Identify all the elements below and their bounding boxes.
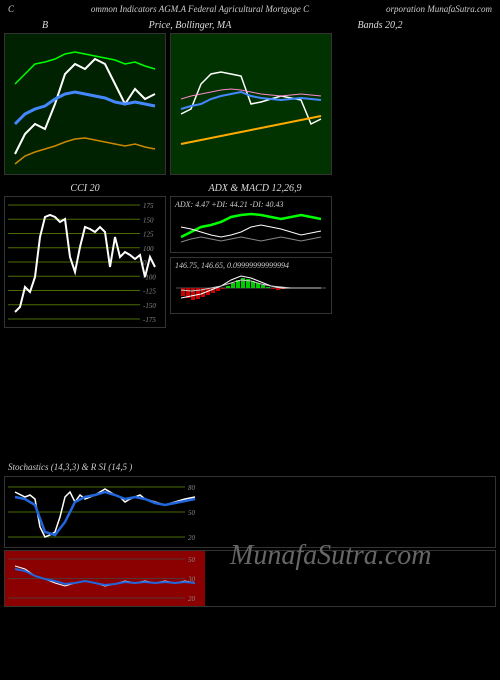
- svg-text:125: 125: [143, 231, 154, 239]
- svg-text:-175: -175: [143, 316, 156, 324]
- adx-macd-stack: ADX: 4.47 +DI: 44.21 -DI: 40.43 146.75, …: [170, 196, 332, 328]
- svg-text:80: 80: [188, 484, 196, 492]
- title-b: B: [0, 20, 90, 31]
- page-header: C ommon Indicators AGM.A Federal Agricul…: [0, 0, 500, 18]
- chart-cci: 1751501251000-100-125-150-175: [4, 196, 166, 328]
- svg-text:50: 50: [188, 556, 196, 564]
- svg-text:-150: -150: [143, 302, 156, 310]
- title-cci: CCI 20: [0, 183, 170, 194]
- stoch-rsi-title: Stochastics (14,3,3) & R SI (14,5 ): [0, 458, 500, 476]
- row2-titles: CCI 20 ADX & MACD 12,26,9: [0, 181, 500, 196]
- title-price-ma: Price, Bollinger, MA: [90, 20, 290, 31]
- chart-row-3: 80 50 20 503020: [0, 476, 500, 607]
- svg-text:50: 50: [188, 509, 196, 517]
- chart-stochastics: 80 50 20: [4, 476, 496, 548]
- row1-titles: B Price, Bollinger, MA Bands 20,2: [0, 18, 500, 33]
- chart-macd: 146.75, 146.65, 0.09999999999994: [170, 257, 332, 314]
- chart-bollinger-1: [4, 33, 166, 175]
- header-center: ommon Indicators AGM.A Federal Agricultu…: [14, 4, 386, 14]
- svg-text:20: 20: [188, 534, 196, 542]
- header-right: orporation MunafaSutra.com: [386, 4, 492, 14]
- svg-text:-125: -125: [143, 288, 156, 296]
- chart-row-1: [0, 33, 500, 175]
- svg-text:100: 100: [143, 245, 154, 253]
- title-bands: Bands 20,2: [290, 20, 470, 31]
- svg-text:20: 20: [188, 595, 196, 603]
- chart-bollinger-2: [170, 33, 332, 175]
- svg-text:0: 0: [143, 259, 147, 267]
- svg-text:175: 175: [143, 202, 154, 210]
- svg-text:ADX: 4.47 +DI: 44.21 -DI: 40.4: ADX: 4.47 +DI: 44.21 -DI: 40.43: [174, 200, 284, 209]
- chart-row-2: 1751501251000-100-125-150-175 ADX: 4.47 …: [0, 196, 500, 328]
- chart-adx: ADX: 4.47 +DI: 44.21 -DI: 40.43: [170, 196, 332, 253]
- svg-text:146.75, 146.65, 0.0999999999: 146.75, 146.65, 0.09999999999994: [175, 261, 289, 270]
- chart-rsi: 503020: [4, 550, 496, 607]
- title-adx-macd: ADX & MACD 12,26,9: [170, 183, 340, 194]
- svg-text:150: 150: [143, 216, 154, 224]
